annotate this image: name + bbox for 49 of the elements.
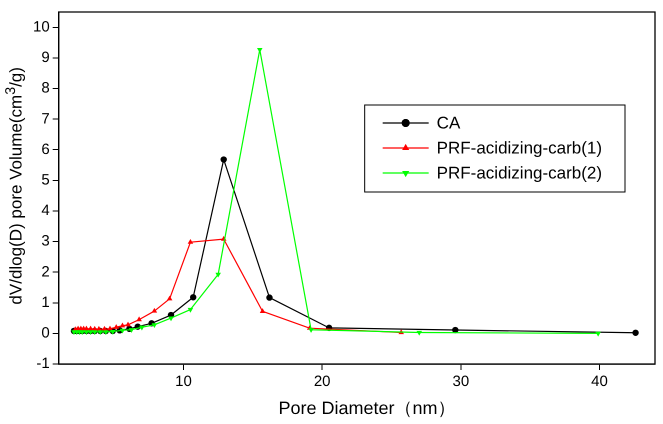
y-tick-label: 2 — [41, 263, 50, 280]
y-tick-label: 9 — [41, 49, 50, 66]
y-tick-label: 7 — [41, 110, 50, 128]
point — [152, 323, 158, 328]
y-tick-label: -1 — [36, 355, 50, 372]
point — [125, 322, 131, 326]
y-tick-label: 10 — [32, 18, 50, 36]
x-axis-title: Pore Diameter（nm） — [277, 397, 457, 420]
point — [632, 330, 639, 336]
y-tick-label: 8 — [41, 80, 50, 97]
point — [595, 332, 601, 337]
legend-label: PRF-acidizing-carb(1) — [436, 138, 602, 158]
point — [166, 296, 172, 300]
point — [88, 326, 94, 330]
legend-label: PRF-acidizing-carb(2) — [436, 164, 602, 183]
point — [215, 272, 221, 278]
point — [152, 308, 158, 313]
y-tick-label: 5 — [41, 171, 50, 188]
point — [168, 316, 174, 322]
point — [98, 330, 104, 336]
y-tick-label: 3 — [41, 232, 50, 250]
point — [139, 326, 145, 330]
point — [220, 156, 227, 163]
x-tick-label: 10 — [175, 373, 192, 390]
point — [266, 294, 273, 301]
point — [128, 328, 134, 333]
point — [96, 326, 102, 331]
x-tick-label: 40 — [591, 373, 608, 390]
point — [102, 326, 108, 331]
x-tick-label: 30 — [452, 373, 470, 390]
legend-label: CA — [436, 114, 461, 133]
point — [136, 316, 142, 322]
point — [260, 308, 266, 313]
point — [113, 324, 120, 329]
y-tick-label: 4 — [41, 202, 50, 220]
point — [308, 328, 314, 333]
y-tick-label: 0 — [41, 324, 50, 342]
y-tick-label: 1 — [41, 294, 50, 311]
point — [103, 330, 109, 336]
point — [84, 326, 90, 330]
point — [188, 238, 194, 244]
point — [190, 294, 196, 300]
point — [107, 326, 113, 330]
x-tick-label: 20 — [314, 373, 331, 390]
y-tick-label: 6 — [41, 140, 50, 158]
point — [120, 322, 126, 328]
point — [120, 328, 126, 334]
point — [416, 330, 422, 336]
point — [188, 308, 194, 313]
